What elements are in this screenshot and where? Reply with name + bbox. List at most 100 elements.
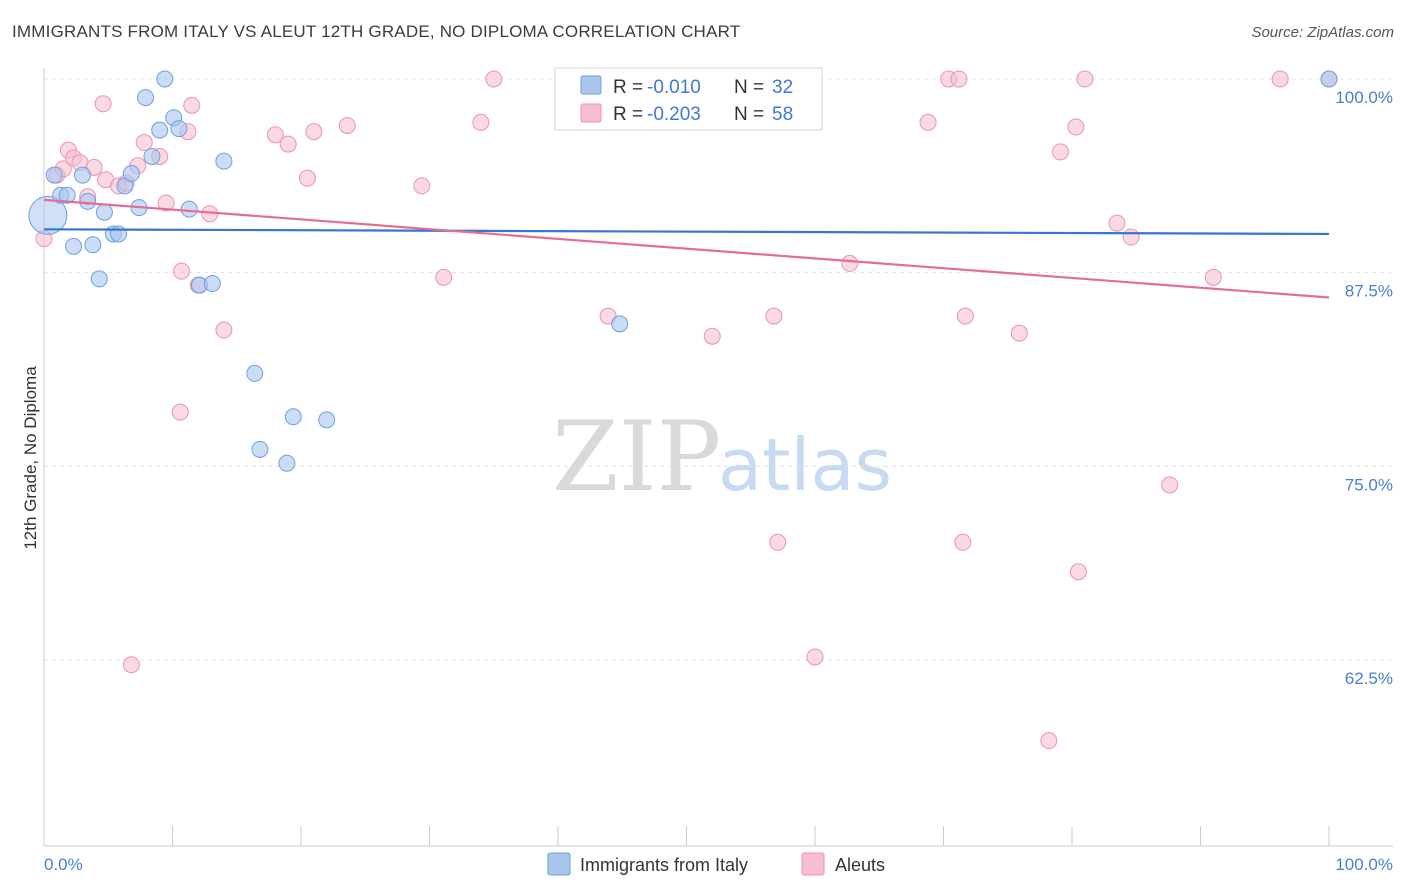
italy-point-4 [65, 237, 83, 255]
aleut-points [35, 70, 1338, 750]
italy-point-20 [170, 120, 188, 138]
aleut-point-20 [183, 96, 201, 114]
italy-point-21 [180, 200, 198, 218]
aleut-point-18 [172, 262, 190, 280]
y-axis-label: 12th Grade, No Diploma [21, 366, 40, 550]
italy-trend-line [43, 228, 1330, 236]
italy-point-5 [74, 166, 92, 184]
italy-point-6 [79, 192, 97, 210]
aleut-point-52 [1108, 214, 1126, 232]
aleut-point-16 [157, 194, 175, 212]
italy-point-1 [45, 166, 63, 184]
x-tick-label-max: 100.0% [1335, 855, 1393, 874]
y-tick-label-0: 100.0% [1335, 88, 1393, 107]
chart-source: Source: ZipAtlas.com [1251, 24, 1394, 41]
aleut-point-53 [1122, 228, 1140, 246]
y-tick-labels: 100.0% 87.5% 75.0% 62.5% [1335, 88, 1393, 688]
aleut-point-40 [841, 254, 859, 272]
italy-point-29 [318, 411, 336, 429]
axes [43, 68, 1393, 847]
italy-point-13 [122, 165, 140, 183]
legend-top: R = -0.010 N = 32 R = -0.203 N = 58 [554, 67, 823, 131]
legend-r-label-aleut: R = [613, 104, 643, 125]
aleut-point-45 [956, 307, 974, 325]
chart-title: IMMIGRANTS FROM ITALY VS ALEUT 12TH GRAD… [12, 22, 741, 41]
italy-point-27 [278, 454, 296, 472]
aleut-point-49 [1067, 118, 1085, 136]
trend-lines [43, 198, 1330, 299]
x-tick-labels: 0.0% 100.0% [44, 855, 1393, 874]
italy-point-28 [284, 408, 302, 426]
legend-bottom-label-italy: Immigrants from Italy [580, 855, 748, 875]
aleut-point-51 [1076, 70, 1094, 88]
aleut-point-28 [338, 116, 356, 134]
italy-point-31 [1320, 70, 1338, 88]
legend-bottom: Immigrants from Italy Aleuts [547, 852, 885, 876]
italy-point-16 [143, 147, 161, 165]
aleut-point-27 [305, 123, 323, 141]
italy-points [28, 70, 1338, 472]
italy-point-0 [28, 195, 68, 235]
legend-bottom-swatch-italy [547, 852, 571, 876]
legend-swatch-italy [580, 75, 602, 95]
y-tick-label-1: 87.5% [1345, 282, 1393, 301]
aleut-point-25 [279, 135, 297, 153]
aleut-trend-line [43, 198, 1330, 299]
aleut-point-56 [1271, 70, 1289, 88]
aleut-point-39 [806, 648, 824, 666]
aleut-point-54 [1161, 476, 1179, 494]
aleut-point-48 [1051, 143, 1069, 161]
aleut-point-38 [769, 533, 787, 551]
italy-point-23 [203, 275, 221, 293]
y-tick-label-2: 75.0% [1345, 475, 1393, 494]
legend-swatch-aleut [580, 103, 602, 123]
italy-point-3 [58, 186, 76, 204]
y-tick-label-3: 62.5% [1345, 669, 1393, 688]
aleut-point-24 [266, 126, 284, 144]
x-tick-label-min: 0.0% [44, 855, 83, 874]
grid-lines [44, 78, 1391, 661]
aleut-point-26 [298, 169, 316, 187]
legend-r-value-aleut: -0.203 [647, 104, 701, 125]
aleut-point-32 [485, 70, 503, 88]
aleut-point-8 [94, 95, 112, 113]
italy-point-25 [246, 364, 264, 382]
aleut-point-50 [1069, 563, 1087, 581]
italy-point-18 [156, 70, 174, 88]
italy-point-7 [84, 236, 102, 254]
aleut-point-31 [472, 113, 490, 131]
italy-point-8 [90, 270, 108, 288]
aleut-point-30 [435, 268, 453, 286]
aleut-point-47 [1040, 732, 1058, 750]
aleut-point-44 [954, 533, 972, 551]
aleut-point-37 [765, 307, 783, 325]
italy-point-11 [110, 225, 128, 243]
legend-n-value-italy: 32 [772, 77, 793, 98]
aleut-point-29 [413, 177, 431, 195]
legend-bottom-label-aleut: Aleuts [835, 855, 885, 875]
aleut-point-14 [135, 134, 153, 152]
legend-n-label-aleut: N = [734, 104, 764, 125]
italy-point-9 [95, 203, 113, 221]
watermark-atlas: atlas [718, 423, 892, 507]
italy-point-30 [611, 315, 629, 333]
italy-point-26 [251, 440, 269, 458]
aleut-point-17 [171, 403, 189, 421]
aleut-point-35 [703, 327, 721, 345]
aleut-point-23 [215, 321, 233, 339]
legend-bottom-swatch-aleut [801, 852, 825, 876]
watermark-zip: ZIP [552, 401, 721, 513]
italy-point-17 [151, 121, 169, 139]
aleut-point-55 [1204, 268, 1222, 286]
legend-n-value-aleut: 58 [772, 104, 793, 125]
aleut-point-41 [919, 113, 937, 131]
aleut-point-12 [122, 656, 140, 674]
aleut-point-43 [950, 70, 968, 88]
italy-point-24 [215, 152, 233, 170]
legend-r-label-italy: R = [613, 77, 643, 98]
aleut-point-46 [1010, 324, 1028, 342]
watermark: ZIP atlas [552, 401, 892, 513]
legend-n-label-italy: N = [734, 77, 764, 98]
legend-r-value-italy: -0.010 [647, 77, 701, 98]
